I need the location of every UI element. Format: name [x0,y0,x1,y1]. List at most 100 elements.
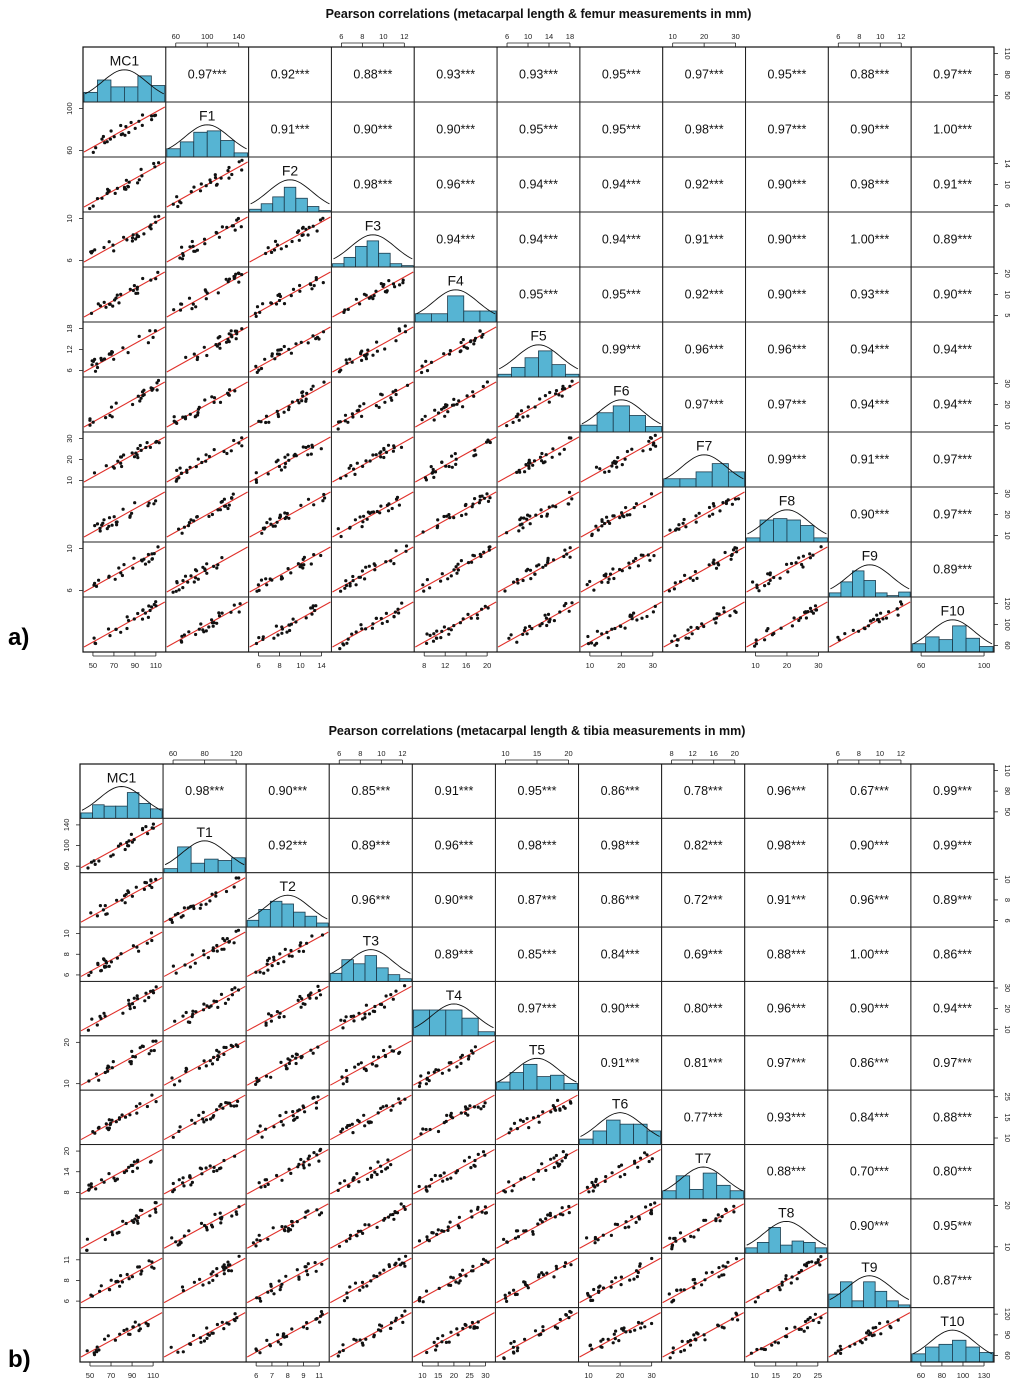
scatter-point [107,240,111,244]
scatter-point [625,449,630,454]
scatter-point [730,552,734,557]
correlation-value: 0.98*** [518,839,557,853]
scatter-point [538,455,543,459]
scatter-point [102,1180,106,1184]
tick-label: 10 [418,1371,426,1380]
scatter-point [545,1271,549,1275]
scatter-point [432,1340,436,1344]
regression-line [80,1257,163,1304]
histogram-bar [220,140,235,158]
regression-line [415,491,497,538]
scatter-point [136,181,140,185]
regression-line [83,491,166,538]
scatter-point [348,1285,352,1289]
regression-line [497,491,580,538]
scatter-point [297,238,301,242]
scatter-point [316,984,320,989]
scatter-point [632,1277,636,1281]
scatter-point [321,216,325,220]
scatter-point [146,832,150,836]
scatter-point [256,583,260,587]
scatter-point [226,506,230,511]
scatter-point [523,626,527,630]
matrix-cell [330,321,415,378]
scatter-point [603,470,607,474]
scatter-point [309,606,313,610]
cell-border [827,486,912,543]
scatter-point [692,1277,697,1282]
scatter-point [347,466,351,470]
matrix-cell: 0.91*** [744,872,829,928]
scatter-point [215,1108,219,1112]
scatter-point [354,1338,358,1342]
scatter-point [305,1269,309,1273]
scatter-point [471,1264,475,1268]
matrix-cell: 0.93*** [496,46,581,103]
scatter-point [648,558,652,562]
scatter-point [601,1286,606,1290]
scatter-point [204,184,208,188]
scatter-point [216,1005,220,1010]
scatter-point [93,369,98,373]
scatter-point [134,885,138,889]
scatter-point [358,302,362,306]
scatter-point [212,564,216,569]
scatter-point [541,1110,545,1114]
scatter-point [143,562,148,566]
scatter-point [150,114,154,118]
scatter-point [199,1167,204,1171]
matrix-cell: 0.90*** [827,817,912,874]
scatter-point [539,514,544,519]
tick-label: 60 [172,32,180,41]
scatter-point [275,243,279,247]
scatter-point [707,505,712,510]
tick-label: 100 [957,1371,970,1380]
scatter-point [523,1337,527,1341]
cell-border [578,872,663,928]
scatter-point [154,277,158,281]
scatter-point [140,174,144,178]
scatter-point [309,283,313,287]
scatter-point [132,556,136,560]
scatter-point [554,1264,558,1268]
scatter-point [132,284,136,288]
scatter-point [390,506,394,511]
scatter-point [212,448,216,452]
scatter-point [570,601,574,605]
scatter-point [356,1062,360,1066]
scatter-point [561,384,565,388]
scatter-point [226,337,230,342]
correlation-value: 0.91*** [271,123,310,137]
scatter-point [668,1236,672,1240]
scatter-point [303,1215,307,1219]
scatter-point [178,308,183,312]
scatter-point [149,878,153,882]
matrix-cell [245,1035,330,1091]
scatter-point [344,358,348,362]
scatter-point [263,357,267,361]
scatter-point [126,618,131,623]
matrix-cell [82,101,167,158]
scatter-point [266,1290,270,1294]
scatter-point [609,1285,613,1289]
tick-label: 100 [62,839,71,852]
scatter-point [107,516,112,520]
scatter-point [174,971,178,975]
cell-border [579,266,664,323]
scatter-point [682,1348,687,1352]
scatter-point [108,413,112,417]
density-curve [167,124,247,150]
scatter-point [124,125,128,129]
scatter-point [398,1101,402,1105]
matrix-cell [162,1198,247,1254]
tick-label: 20 [1003,269,1012,277]
scatter-point [202,1339,206,1343]
scatter-point [277,352,281,356]
matrix-cell: 0.98*** [662,101,747,158]
scatter-point [881,617,885,621]
cell-border [328,872,413,928]
scatter-point [688,576,692,580]
scatter-point [475,613,479,617]
matrix-cell: 0.90*** [827,980,912,1037]
scatter-point [697,511,701,515]
